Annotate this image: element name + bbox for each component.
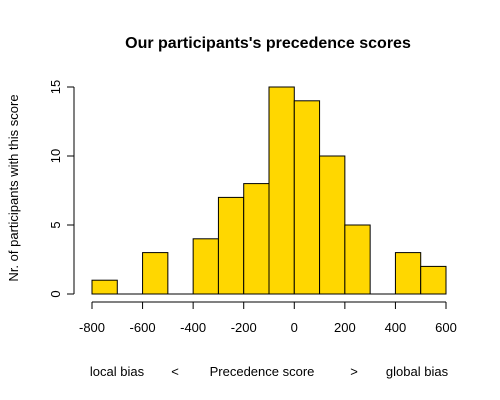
y-axis: 0 5 10 15 xyxy=(48,80,75,298)
x-tick-label: -400 xyxy=(180,320,206,335)
histogram-bar xyxy=(243,183,270,295)
y-tick-label: 15 xyxy=(48,80,63,94)
histogram-bar xyxy=(319,155,346,295)
histogram-bar xyxy=(268,86,295,295)
histogram-bar xyxy=(420,265,447,295)
histogram-bar xyxy=(217,196,245,295)
bars-group xyxy=(91,86,447,295)
x-label-global-bias: global bias xyxy=(386,364,449,379)
y-tick-label: 0 xyxy=(48,290,63,297)
x-tick-label: -200 xyxy=(231,320,257,335)
x-tick-label: 400 xyxy=(385,320,407,335)
histogram-bar xyxy=(344,224,371,295)
histogram-bar xyxy=(192,238,219,295)
x-tick-label: -800 xyxy=(79,320,105,335)
x-label-local-bias: local bias xyxy=(90,364,145,379)
x-tick-label: 0 xyxy=(291,320,298,335)
y-axis-label: Nr. of participants with this score xyxy=(6,94,21,281)
x-tick-label: 200 xyxy=(334,320,356,335)
y-tick-label: 5 xyxy=(48,221,63,228)
chart-title: Our participants's precedence scores xyxy=(125,35,411,52)
histogram-bar xyxy=(293,100,321,295)
histogram-bar xyxy=(91,279,118,295)
x-axis-label: local bias < Precedence score > global b… xyxy=(90,364,449,379)
x-label-less-than: < xyxy=(171,364,179,379)
x-label-greater-than: > xyxy=(350,364,358,379)
y-tick-label: 10 xyxy=(48,149,63,163)
histogram-bar xyxy=(394,252,422,295)
x-axis: -800 -600 -400 -200 0 200 400 600 xyxy=(79,301,457,335)
x-tick-label: -600 xyxy=(130,320,156,335)
x-label-precedence-score: Precedence score xyxy=(210,364,315,379)
histogram-bar xyxy=(142,252,169,295)
x-tick-label: 600 xyxy=(435,320,457,335)
